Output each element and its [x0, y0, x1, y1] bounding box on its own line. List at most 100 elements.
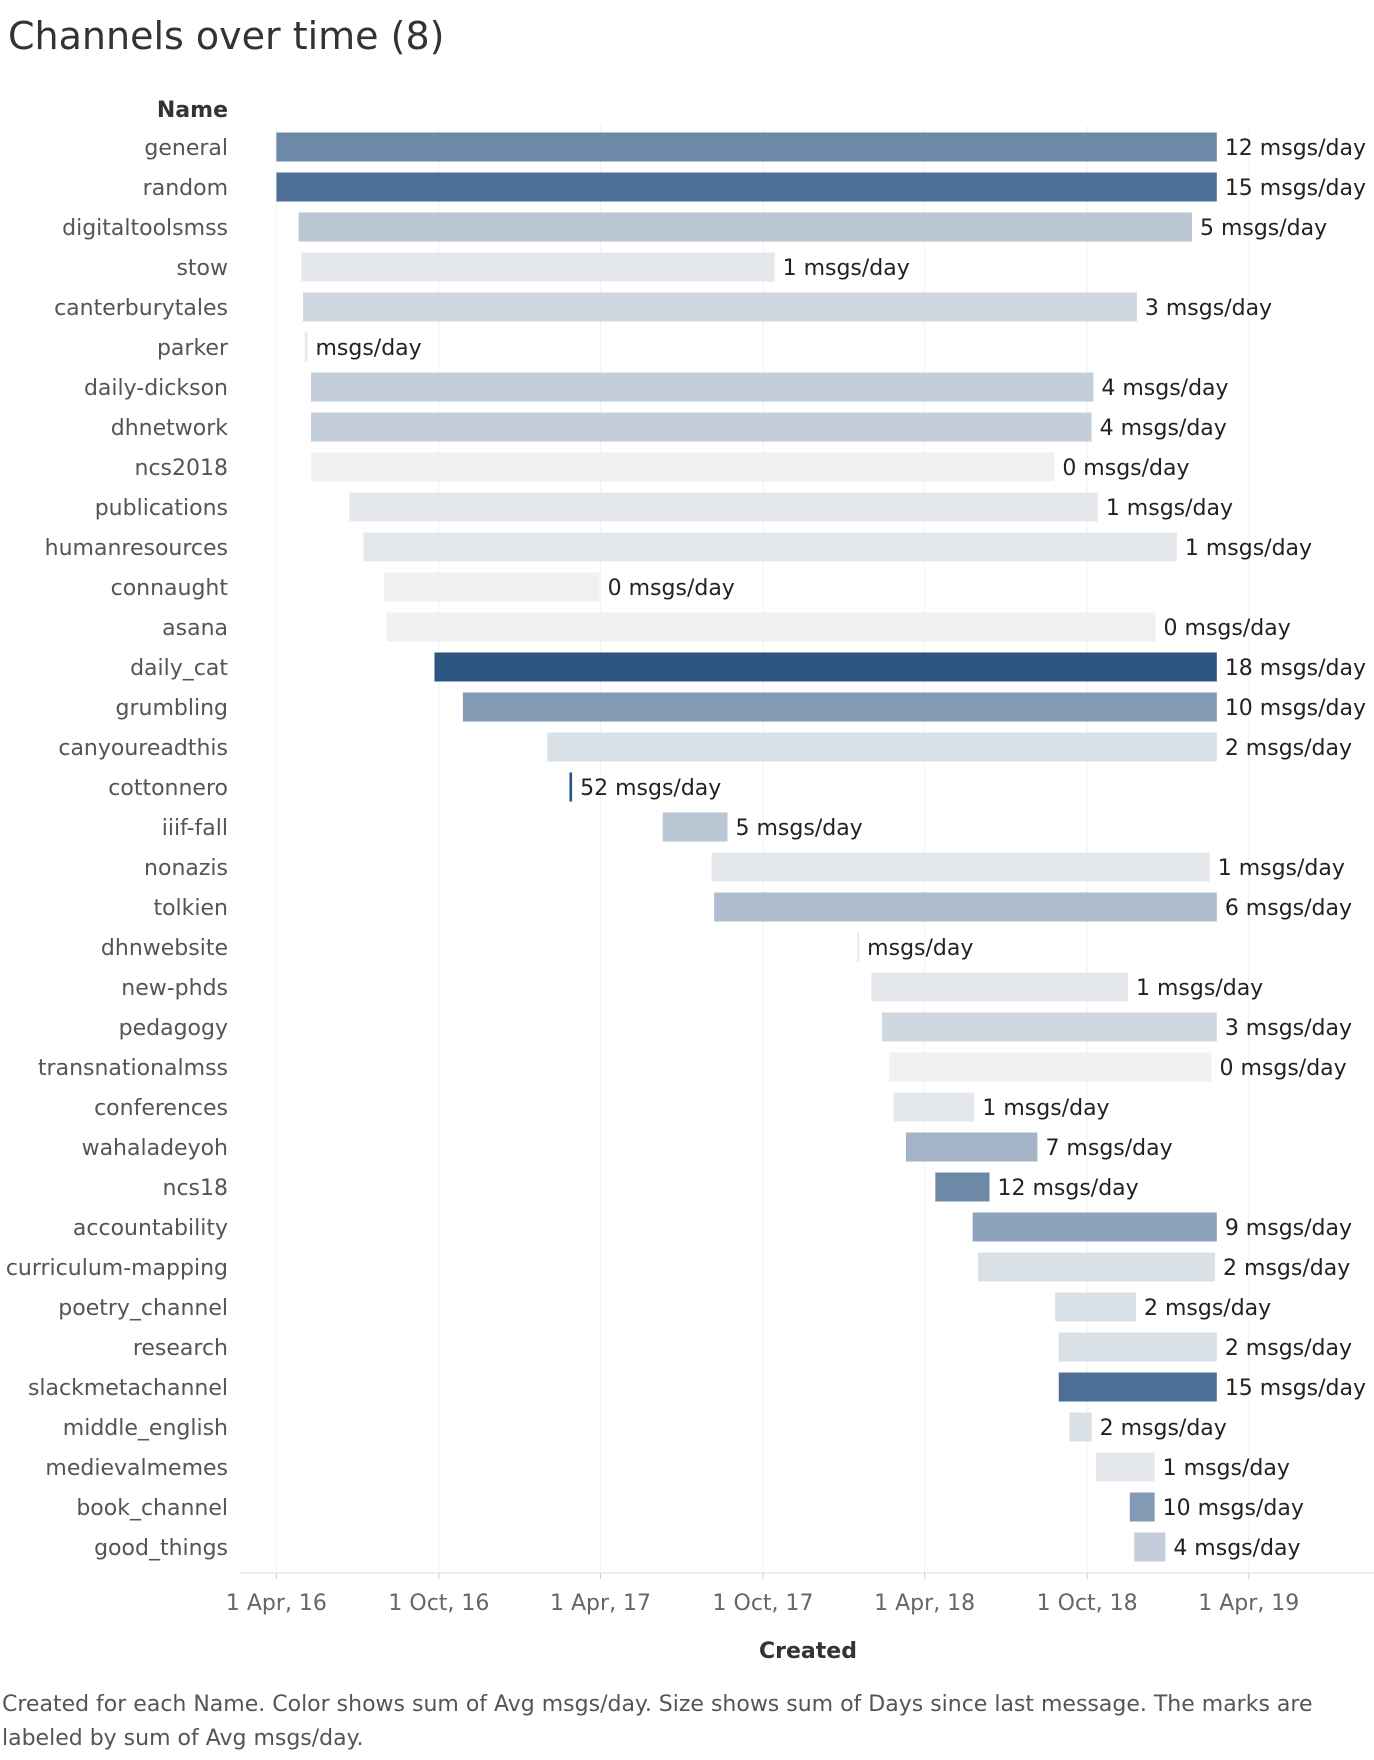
- row-label-poetry_channel: poetry_channel: [58, 1296, 228, 1321]
- bar-middle_english: [1069, 1412, 1092, 1442]
- bar-good_things: [1134, 1532, 1166, 1562]
- bar-value-label: 12 msgs/day: [1225, 136, 1366, 161]
- bar-general: [276, 132, 1217, 162]
- bar-value-label: 15 msgs/day: [1225, 176, 1366, 201]
- row-label-canyoureadthis: canyoureadthis: [58, 736, 228, 761]
- chart-title: Channels over time (8): [8, 14, 445, 58]
- bar-nonazis: [711, 852, 1210, 882]
- bar-publications: [349, 492, 1098, 522]
- row-label-accountability: accountability: [73, 1216, 228, 1241]
- row-label-publications: publications: [95, 496, 228, 521]
- bar-value-label: 1 msgs/day: [783, 256, 910, 281]
- bar-value-label: 18 msgs/day: [1225, 656, 1366, 681]
- bar-new-phds: [871, 972, 1129, 1002]
- row-header: Name: [157, 98, 228, 123]
- row-label-wahaladeyoh: wahaladeyoh: [82, 1136, 228, 1161]
- bar-value-label: 5 msgs/day: [736, 816, 863, 841]
- x-tick-label: 1 Oct, 16: [388, 1591, 489, 1616]
- bar-daily-dickson: [311, 372, 1094, 402]
- bar-conferences: [893, 1092, 975, 1122]
- row-label-middle_english: middle_english: [63, 1416, 228, 1441]
- row-label-cottonnero: cottonnero: [108, 776, 228, 801]
- row-label-humanresources: humanresources: [45, 536, 228, 561]
- row-label-canterburytales: canterburytales: [54, 296, 228, 321]
- row-label-medievalmemes: medievalmemes: [45, 1456, 228, 1481]
- row-label-curriculum-mapping: curriculum-mapping: [6, 1256, 228, 1281]
- row-label-asana: asana: [162, 616, 228, 641]
- bar-value-label: 1 msgs/day: [1106, 496, 1233, 521]
- bar-tolkien: [714, 892, 1217, 922]
- x-tick-label: 1 Apr, 17: [550, 1591, 651, 1616]
- row-label-pedagogy: pedagogy: [119, 1016, 228, 1041]
- row-label-good_things: good_things: [94, 1536, 228, 1561]
- bar-curriculum-mapping: [977, 1252, 1216, 1282]
- x-axis-title: Created: [759, 1639, 857, 1664]
- bar-value-label: 0 msgs/day: [608, 576, 735, 601]
- row-label-daily_cat: daily_cat: [130, 656, 228, 681]
- row-label-research: research: [133, 1336, 228, 1361]
- bar-value-label: 4 msgs/day: [1101, 376, 1228, 401]
- bar-value-label: 4 msgs/day: [1173, 1536, 1300, 1561]
- bar-labels-group: 12 msgs/day 15 msgs/day 5 msgs/day 1 msgs/d…: [315, 136, 1366, 1561]
- x-axis-ticks: 1 Apr, 16 1 Oct, 16 1 Apr, 17 1 Oct, 17 1 Ap…: [226, 1573, 1299, 1616]
- bar-value-label: 4 msgs/day: [1100, 416, 1227, 441]
- bar-value-label: 2 msgs/day: [1144, 1296, 1271, 1321]
- row-label-new-phds: new-phds: [121, 976, 228, 1001]
- bar-value-label: 15 msgs/day: [1225, 1376, 1366, 1401]
- row-label-daily-dickson: daily-dickson: [84, 376, 228, 401]
- row-label-stow: stow: [176, 256, 228, 281]
- bar-value-label: msgs/day: [867, 936, 973, 961]
- row-label-dhnwebsite: dhnwebsite: [101, 936, 228, 961]
- row-label-conferences: conferences: [94, 1096, 228, 1121]
- bar-grumbling: [462, 692, 1217, 722]
- row-label-random: random: [143, 176, 228, 201]
- bar-value-label: 7 msgs/day: [1045, 1136, 1172, 1161]
- bar-value-label: 1 msgs/day: [1185, 536, 1312, 561]
- bar-wahaladeyoh: [906, 1132, 1038, 1162]
- bar-canterburytales: [303, 292, 1137, 322]
- bar-cottonnero: [569, 772, 573, 802]
- x-tick-label: 1 Apr, 18: [874, 1591, 975, 1616]
- row-label-slackmetachannel: slackmetachannel: [28, 1376, 228, 1401]
- bar-value-label: 2 msgs/day: [1225, 1336, 1352, 1361]
- bar-transnationalmss: [889, 1052, 1212, 1082]
- bar-daily_cat: [434, 652, 1217, 682]
- bar-value-label: 1 msgs/day: [982, 1096, 1109, 1121]
- row-label-book_channel: book_channel: [76, 1496, 228, 1521]
- bar-value-label: 2 msgs/day: [1223, 1256, 1350, 1281]
- bar-value-label: 0 msgs/day: [1164, 616, 1291, 641]
- row-label-grumbling: grumbling: [116, 696, 228, 721]
- bar-value-label: 3 msgs/day: [1145, 296, 1272, 321]
- gantt-chart: Name general random digitaltoolsmss stow can…: [6, 98, 1374, 1664]
- bar-book_channel: [1129, 1492, 1155, 1522]
- bar-iiif-fall: [662, 812, 728, 842]
- bar-value-label: 10 msgs/day: [1163, 1496, 1304, 1521]
- row-label-transnationalmss: transnationalmss: [38, 1056, 228, 1081]
- row-label-nonazis: nonazis: [144, 856, 228, 881]
- bar-value-label: 3 msgs/day: [1225, 1016, 1352, 1041]
- row-label-iiif-fall: iiif-fall: [162, 816, 228, 841]
- bar-pedagogy: [882, 1012, 1217, 1042]
- row-label-ncs2018: ncs2018: [135, 456, 229, 481]
- bar-value-label: 2 msgs/day: [1225, 736, 1352, 761]
- row-label-ncs18: ncs18: [163, 1176, 229, 1201]
- bar-poetry_channel: [1055, 1292, 1137, 1322]
- bar-connaught: [383, 572, 600, 602]
- bar-value-label: 10 msgs/day: [1225, 696, 1366, 721]
- bar-slackmetachannel: [1058, 1372, 1217, 1402]
- bar-random: [276, 172, 1217, 202]
- bar-value-label: 12 msgs/day: [997, 1176, 1138, 1201]
- bar-value-label: 9 msgs/day: [1225, 1216, 1352, 1241]
- bar-medievalmemes: [1096, 1452, 1155, 1482]
- bar-value-label: 52 msgs/day: [580, 776, 721, 801]
- bar-value-label: 6 msgs/day: [1225, 896, 1352, 921]
- row-label-general: general: [144, 136, 228, 161]
- bar-value-label: msgs/day: [315, 336, 421, 361]
- row-label-parker: parker: [157, 336, 229, 361]
- bar-dhnwebsite: [857, 932, 860, 962]
- bar-research: [1058, 1332, 1217, 1362]
- x-tick-label: 1 Apr, 16: [226, 1591, 327, 1616]
- bar-stow: [301, 252, 775, 282]
- bar-value-label: 2 msgs/day: [1100, 1416, 1227, 1441]
- bar-value-label: 1 msgs/day: [1163, 1456, 1290, 1481]
